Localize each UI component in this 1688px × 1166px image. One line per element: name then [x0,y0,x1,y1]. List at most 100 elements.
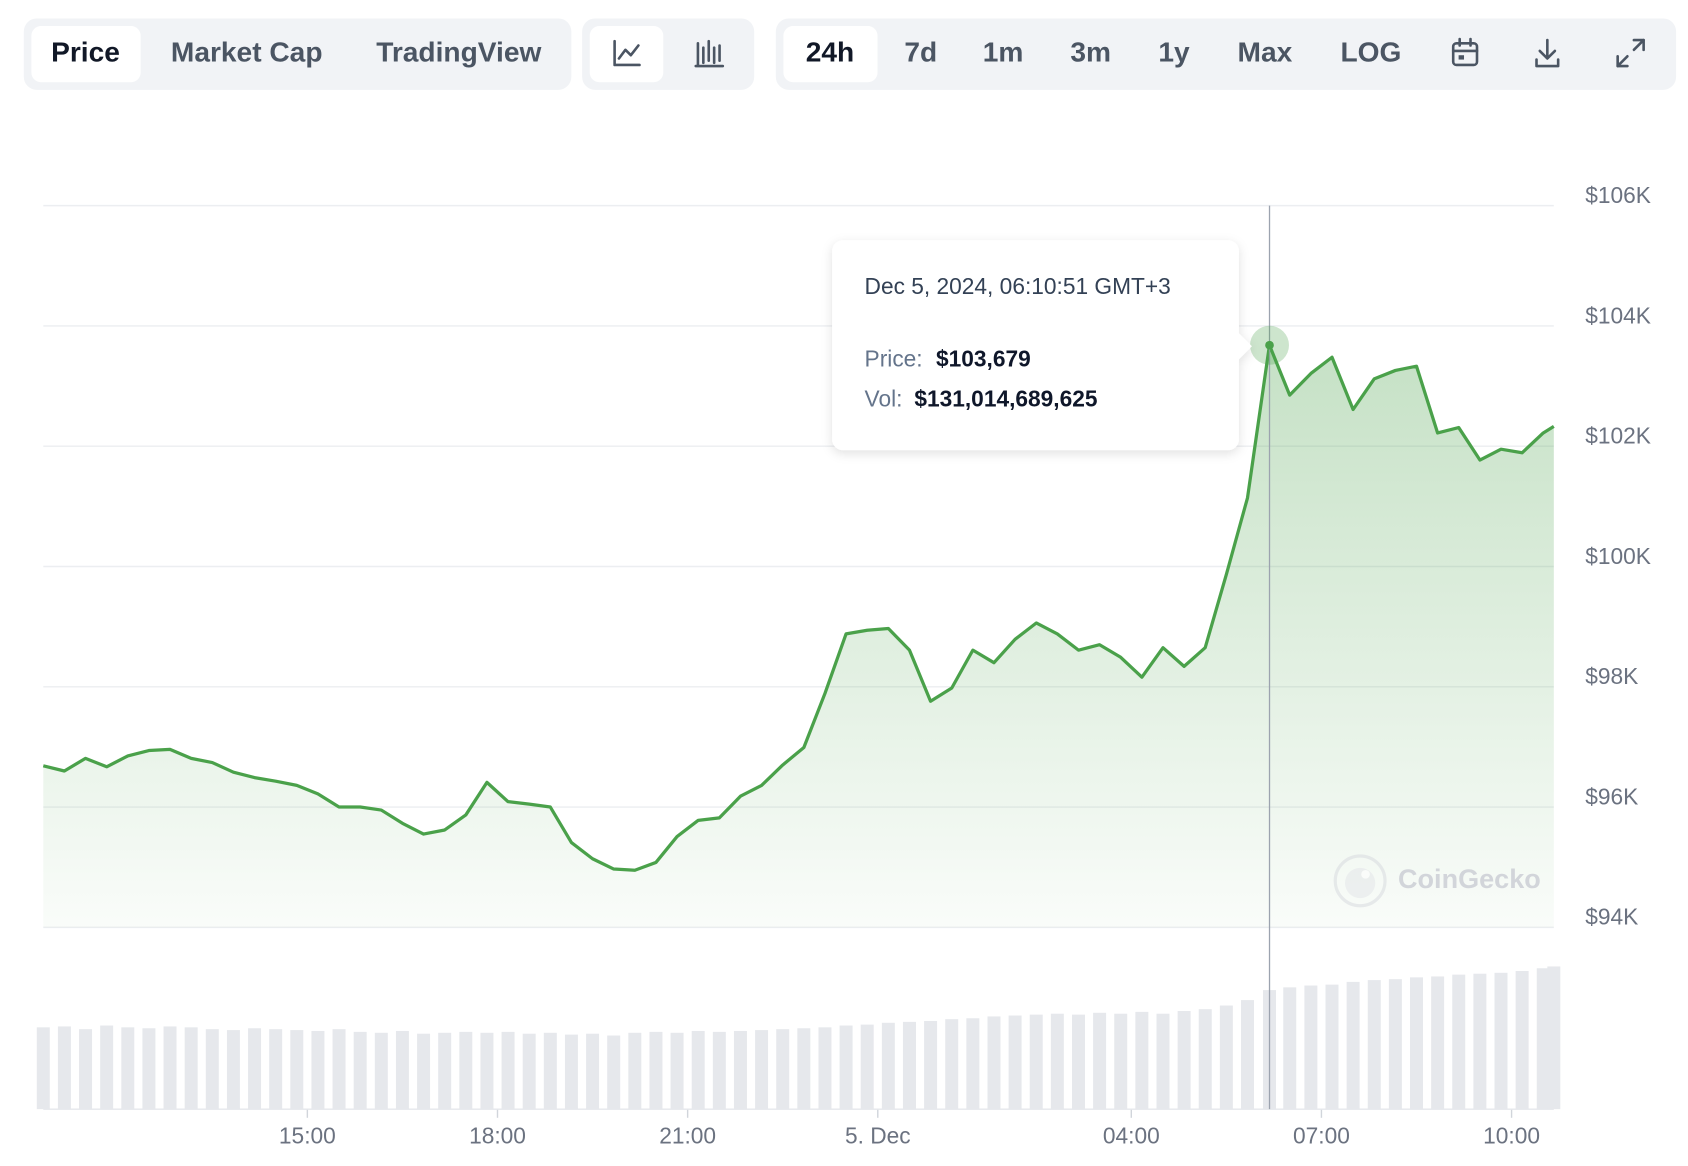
volume-bar [1219,1005,1233,1110]
volume-bar [395,1030,409,1110]
volume-bar [1536,968,1550,1110]
volume-bar [586,1033,600,1110]
active-style [589,26,664,83]
x-tick-label: 21:00 [659,1122,716,1148]
volume-bar [1388,979,1402,1110]
volume-bar [987,1016,1001,1110]
range-button[interactable]: 24h [806,37,854,68]
fullscreen-icon[interactable] [1616,38,1645,68]
volume-bar [480,1032,494,1110]
x-tick-label: 04:00 [1103,1122,1160,1148]
volume-bar [1114,1013,1128,1110]
x-tick-label: 10:00 [1483,1122,1540,1148]
volume-bar [966,1018,980,1110]
volume-bar [121,1027,135,1110]
y-tick-label: $102K [1585,423,1651,449]
y-tick-label: $96K [1585,783,1638,809]
range-button[interactable]: LOG [1340,37,1401,68]
tooltip-price: $103,679 [936,345,1031,371]
candle-icon[interactable] [694,39,725,68]
x-tick-label: 15:00 [279,1122,336,1148]
volume-bar [311,1030,325,1110]
range-group [775,18,1677,90]
download-icon[interactable] [1535,38,1560,68]
volume-bar [1515,970,1529,1110]
volume-bar [1431,976,1445,1110]
volume-bar [1240,1000,1254,1110]
volume-bar [205,1029,219,1110]
volume-bar [1473,973,1487,1110]
volume-bar [79,1029,93,1110]
volume-bar [670,1032,684,1110]
volume-bar [163,1026,177,1110]
calendar-icon[interactable] [1451,37,1479,67]
active-tab [31,26,141,83]
x-tick-label: 07:00 [1293,1122,1350,1148]
tab[interactable]: TradingView [376,37,541,68]
volume-bar [543,1032,557,1110]
volume-bar [1071,1014,1085,1110]
volume-bar [459,1031,473,1110]
volume-bar [564,1034,578,1110]
chart: $94K $96K $98K $100K $102K $104K $106K 15:00 18:… [36,182,1651,1148]
active-range [783,26,878,83]
tab[interactable]: Market Cap [171,37,323,68]
volume-bar [290,1030,304,1110]
range-button[interactable]: Max [1238,37,1293,68]
price-area [43,345,1554,928]
volume-bar [1304,985,1318,1110]
range-button[interactable]: 1y [1158,37,1190,68]
price-line [42,343,1555,872]
volume-bar [881,1022,895,1110]
tab-group [23,18,572,90]
volume-bar [776,1029,790,1110]
volume-bar [1050,1013,1064,1110]
volume-bar [691,1030,705,1110]
tooltip-price-label: Price: [865,345,923,371]
volume-bar [142,1028,156,1110]
tooltip-volume: $131,014,689,625 [914,385,1097,411]
volume-bar [860,1024,874,1110]
range-button[interactable]: 1m [983,37,1024,68]
volume-bar [1410,977,1423,1110]
tab[interactable]: Price [51,37,120,68]
volume-bar [1198,1009,1212,1110]
volume-bar [100,1025,114,1110]
watermark: CoinGecko [1398,864,1541,894]
volume-bar [818,1027,832,1110]
volume-bar [438,1032,452,1110]
line-icon[interactable] [613,39,641,67]
y-tick-label: $98K [1585,663,1638,689]
volume-bar [902,1021,916,1110]
tooltip-box [832,240,1252,451]
volume-bar [839,1025,853,1110]
volume-bar [1093,1012,1107,1110]
y-tick-label: $94K [1585,904,1638,930]
volume-bar [57,1026,71,1110]
volume-bar [649,1031,663,1110]
volume-bar [733,1030,747,1110]
x-tick-label: 5. Dec [845,1122,911,1148]
y-tick-label: $106K [1585,182,1651,208]
volume-bar [1346,981,1360,1110]
volume-bar [1283,987,1297,1110]
range-button[interactable]: 3m [1070,37,1111,68]
volume-bar [628,1032,642,1110]
volume-bar [755,1030,769,1110]
volume-bar [945,1019,959,1110]
volume-bar [374,1032,388,1110]
volume-bar [1008,1015,1022,1110]
volume-bar [1177,1010,1191,1110]
volume-bar [248,1028,262,1110]
y-tick-label: $104K [1585,302,1651,328]
volume-bar [353,1031,367,1110]
tooltip: Dec 5, 2024, 06:10:51 GMT+3 Price: $103,… [832,240,1252,451]
hover-point [1265,340,1274,350]
volume-bar [1156,1013,1170,1110]
volume-bar [1494,972,1508,1110]
y-tick-label: $100K [1585,543,1651,569]
volume-bar [226,1030,240,1110]
x-tick-label: 18:00 [469,1122,526,1148]
range-button[interactable]: 7d [904,37,937,68]
